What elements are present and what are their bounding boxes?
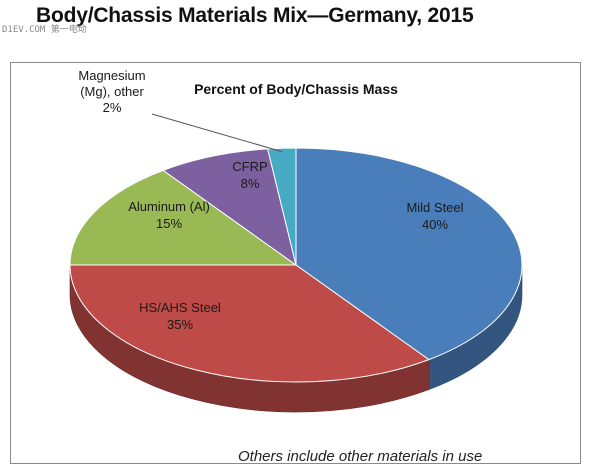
chart-title: Percent of Body/Chassis Mass xyxy=(194,81,398,97)
magnesium-leader-line xyxy=(151,113,283,153)
slice-label-aluminum-al: Aluminum (Al) 15% xyxy=(128,199,210,231)
pie-top-layer xyxy=(69,147,523,383)
pie-slice-mild-steel xyxy=(295,147,523,361)
pie-slice-hs-ahs-steel xyxy=(69,264,430,383)
pie-slice-aluminum-al xyxy=(69,169,298,266)
watermark: D1EV.COM 第一电动 xyxy=(2,25,87,35)
slice-label-hs-ahs-steel: HS/AHS Steel 35% xyxy=(139,300,221,332)
pie-slice-magnesium-mg-other xyxy=(267,147,297,266)
slice-label-cfrp: CFRP 8% xyxy=(232,159,267,191)
footnote: Others include other materials in use xyxy=(238,448,483,465)
slice-labels: Mild Steel 40% HS/AHS Steel 35% Aluminum (Al… xyxy=(78,68,463,332)
slice-label-magnesium-mg-other: Magnesium (Mg), other 2% xyxy=(78,68,145,115)
page-title: Body/Chassis Materials Mix—Germany, 2015 xyxy=(36,4,474,27)
slice-label-mild-steel: Mild Steel 40% xyxy=(406,200,463,232)
pie-slice-cfrp xyxy=(162,148,297,267)
